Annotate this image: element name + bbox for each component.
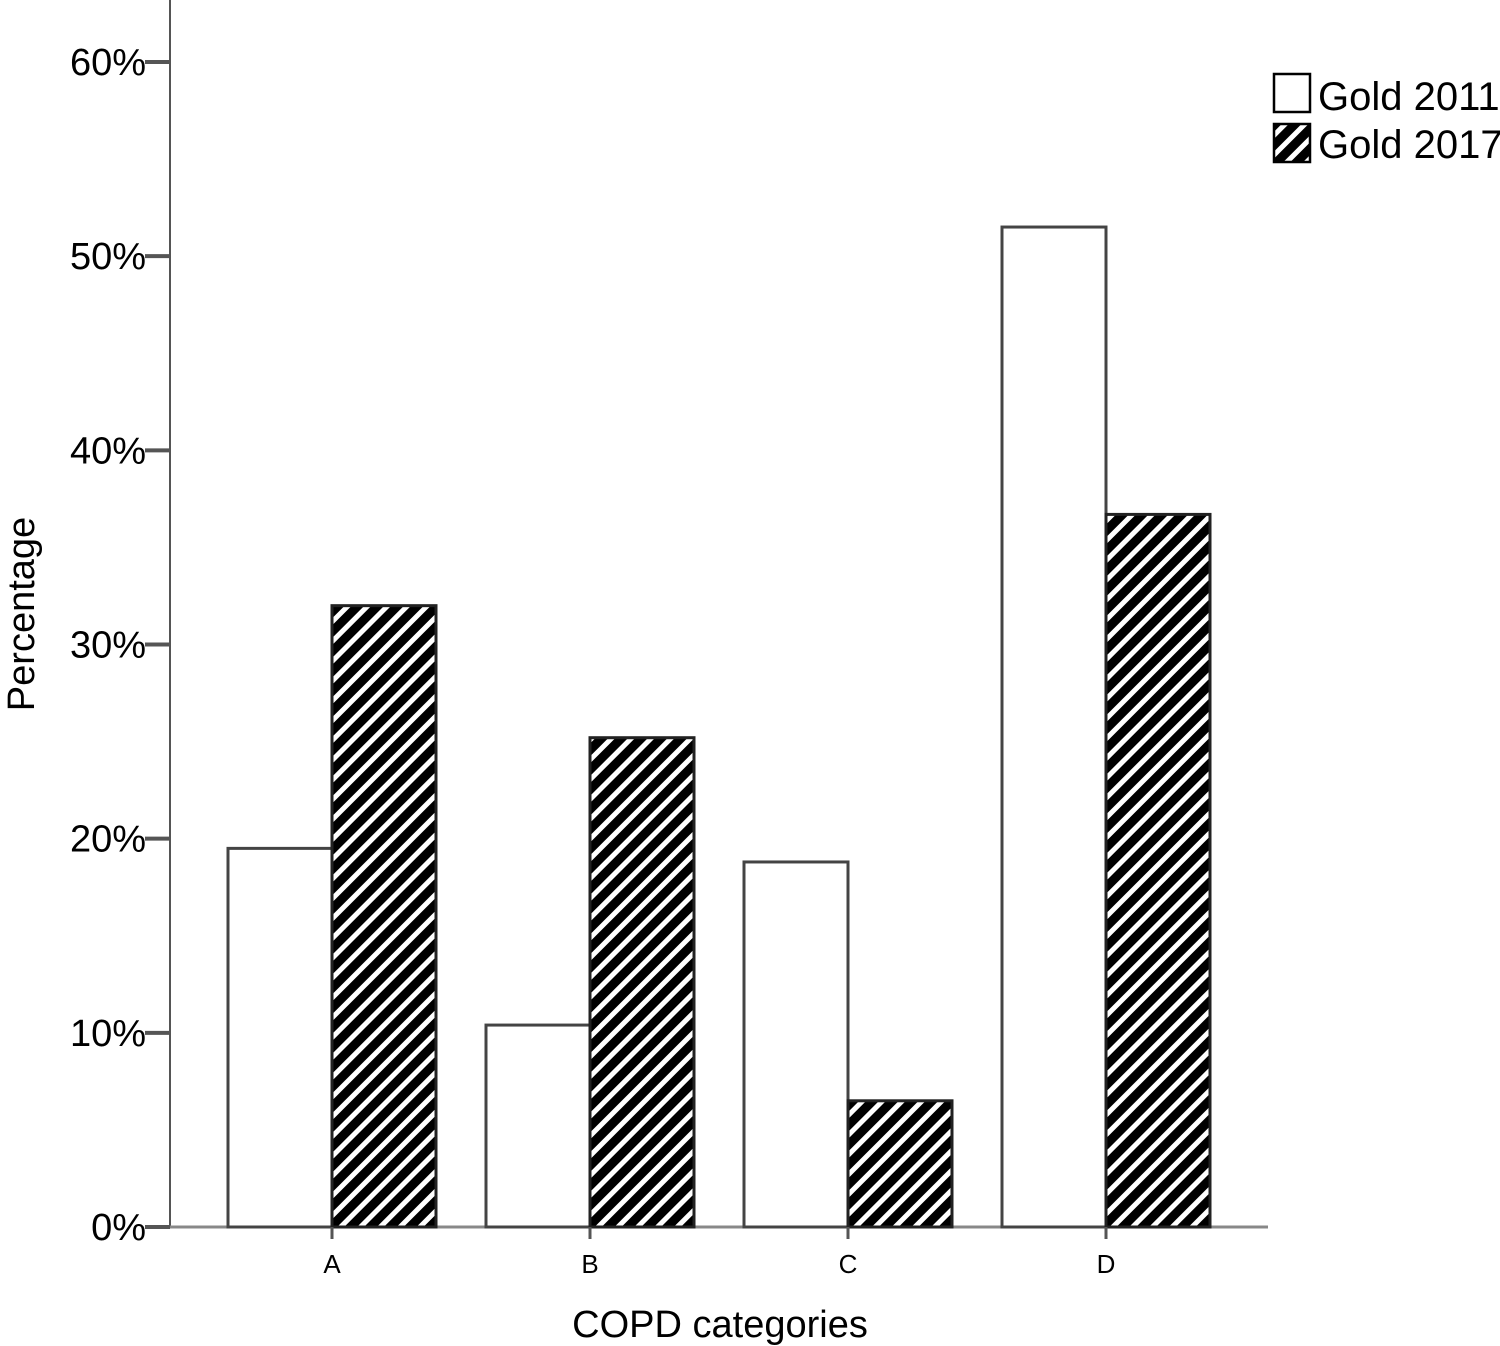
legend: Gold 2011 Gold 2017 bbox=[1272, 72, 1500, 167]
x-ticks: A B C D bbox=[323, 1227, 1115, 1279]
y-tick-label: 20% bbox=[70, 819, 146, 861]
bars bbox=[226, 225, 1212, 1229]
y-tick-label: 30% bbox=[70, 625, 146, 667]
y-tick-label: 10% bbox=[70, 1013, 146, 1055]
legend-swatch-gold-2017 bbox=[1272, 122, 1312, 164]
y-tick-label: 50% bbox=[70, 236, 146, 278]
bar-b-gold-2017 bbox=[588, 736, 696, 1229]
x-tick-label: D bbox=[1097, 1249, 1116, 1279]
legend-label-gold-2011: Gold 2011 bbox=[1318, 75, 1500, 119]
bar-d-gold-2017 bbox=[1104, 512, 1212, 1229]
legend-label-gold-2017: Gold 2017 bbox=[1318, 123, 1500, 167]
y-tick-label: 60% bbox=[70, 42, 146, 84]
bar-d-gold-2011 bbox=[1000, 225, 1108, 1229]
x-tick-label: A bbox=[323, 1249, 341, 1279]
x-axis-title: COPD categories bbox=[572, 1304, 868, 1346]
x-tick-label: C bbox=[839, 1249, 858, 1279]
y-tick-label: 0% bbox=[91, 1207, 146, 1249]
legend-swatch-gold-2011 bbox=[1272, 72, 1312, 114]
y-ticks: 0% 10% 20% 30% 40% 50% 60% bbox=[70, 42, 170, 1249]
x-tick-label: B bbox=[581, 1249, 598, 1279]
bar-c-gold-2011 bbox=[742, 860, 850, 1229]
y-tick-label: 40% bbox=[70, 430, 146, 472]
y-axis-title: Percentage bbox=[1, 517, 43, 711]
bar-b-gold-2011 bbox=[484, 1023, 592, 1229]
bar-a-gold-2011 bbox=[226, 846, 334, 1229]
bar-a-gold-2017 bbox=[330, 604, 438, 1229]
bar-c-gold-2017 bbox=[846, 1099, 954, 1229]
